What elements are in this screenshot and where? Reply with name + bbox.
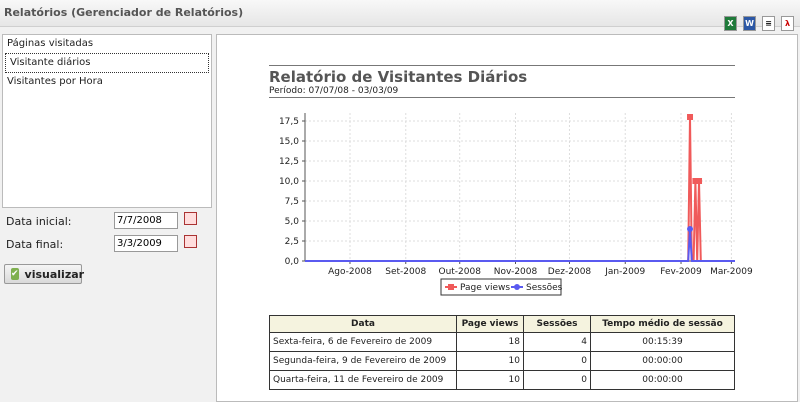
data-point-page-views <box>696 178 703 184</box>
cell-date: Sexta-feira, 6 de Fevereiro de 2009 <box>269 332 457 352</box>
x-tick-label: Dez-2008 <box>548 267 592 277</box>
check-icon: ✔ <box>11 268 19 280</box>
y-tick-label: 5,0 <box>285 217 300 227</box>
y-tick-label: 12,5 <box>279 157 299 167</box>
cell-page-views: 18 <box>456 332 524 352</box>
legend-box <box>440 278 562 296</box>
cell-date: Segunda-feira, 9 de Fevereiro de 2009 <box>269 351 457 371</box>
excel-icon[interactable]: X <box>724 16 737 31</box>
y-tick-label: 15,0 <box>279 137 299 147</box>
pdf-icon[interactable]: λ <box>781 16 794 31</box>
y-tick-label: 2,5 <box>285 237 299 247</box>
y-tick-label: 17,5 <box>279 117 299 127</box>
start-date-input[interactable] <box>114 212 178 229</box>
x-tick-label: Out-2008 <box>438 267 481 277</box>
x-tick-label: Fev-2009 <box>660 267 702 277</box>
cell-avg-time: 00:00:00 <box>590 351 735 371</box>
column-header: Data <box>269 315 457 333</box>
table-row: Segunda-feira, 9 de Fevereiro de 2009 10… <box>269 351 735 371</box>
cell-sessions: 0 <box>523 351 591 371</box>
report-table: Data Page views Sessões Tempo médio de s… <box>269 315 735 390</box>
y-tick-label: 10,0 <box>279 177 299 187</box>
start-date-label: Data inicial: <box>6 215 72 228</box>
cell-page-views: 10 <box>456 351 524 371</box>
series-line-sessions <box>305 228 735 262</box>
table-row: Quarta-feira, 11 de Fevereiro de 2009 10… <box>269 370 735 390</box>
column-header: Tempo médio de sessão <box>590 315 735 333</box>
cell-date: Quarta-feira, 11 de Fevereiro de 2009 <box>269 370 457 390</box>
cell-sessions: 0 <box>523 370 591 390</box>
calendar-icon[interactable] <box>184 212 197 225</box>
word-icon[interactable]: W <box>743 16 756 31</box>
data-point-page-views <box>687 114 694 120</box>
start-date-row: Data inicial: <box>6 212 206 232</box>
csv-icon[interactable]: ≡ <box>762 16 775 31</box>
x-tick-label: Mar-2009 <box>710 267 753 277</box>
table-header-row: Data Page views Sessões Tempo médio de s… <box>269 315 735 333</box>
report-list-item[interactable]: Páginas visitadas <box>7 38 94 49</box>
x-tick-label: Jan-2009 <box>604 267 645 277</box>
cell-sessions: 4 <box>523 332 591 352</box>
x-tick-label: Ago-2008 <box>328 267 372 277</box>
cell-page-views: 10 <box>456 370 524 390</box>
cell-avg-time: 00:15:39 <box>590 332 735 352</box>
visitors-chart: 0,0 2,5 5,0 7,5 10,0 12,5 15,0 17,5 Ago-2008 Set-… <box>279 113 753 296</box>
report-header: Relatório de Visitantes Diários Período:… <box>269 65 735 98</box>
visualize-label: visualizar <box>24 267 85 281</box>
data-point-page-views <box>692 178 699 184</box>
x-tick-label: Set-2008 <box>385 267 426 277</box>
cell-avg-time: 00:00:00 <box>590 370 735 390</box>
y-tick-label: 0,0 <box>285 257 300 267</box>
window-title: Relatórios (Gerenciador de Relatórios) <box>4 6 244 19</box>
legend-label: Sessões <box>526 283 563 293</box>
column-header: Page views <box>456 315 524 333</box>
report-list-item[interactable]: Visitantes por Hora <box>7 76 103 87</box>
export-toolbar: X W ≡ λ <box>724 16 794 31</box>
series-line-page-views <box>305 116 735 262</box>
legend-marker <box>514 284 520 290</box>
x-tick-label: Nov-2008 <box>494 267 538 277</box>
legend-label: Page views <box>460 283 510 293</box>
left-panel: Páginas visitadas Visitante diários Visi… <box>0 32 216 402</box>
column-header: Sessões <box>523 315 591 333</box>
report-list: Páginas visitadas Visitante diários Visi… <box>2 34 212 208</box>
report-period: Período: 07/07/08 - 03/03/09 <box>269 86 399 96</box>
end-date-label: Data final: <box>6 238 64 251</box>
end-date-input[interactable] <box>114 235 178 252</box>
report-list-item-selected[interactable]: Visitante diários <box>5 53 209 73</box>
y-tick-label: 7,5 <box>285 197 299 207</box>
data-point-sessions <box>687 226 694 232</box>
report-panel: Relatório de Visitantes Diários Período:… <box>216 34 798 402</box>
title-bar: Relatórios (Gerenciador de Relatórios) X… <box>0 0 800 31</box>
legend-marker <box>448 284 454 290</box>
calendar-icon[interactable] <box>184 235 197 248</box>
visualize-button[interactable]: ✔ visualizar <box>4 264 85 284</box>
end-date-row: Data final: <box>6 235 206 255</box>
table-row: Sexta-feira, 6 de Fevereiro de 2009 18 4… <box>269 332 735 352</box>
report-title: Relatório de Visitantes Diários <box>269 68 528 86</box>
